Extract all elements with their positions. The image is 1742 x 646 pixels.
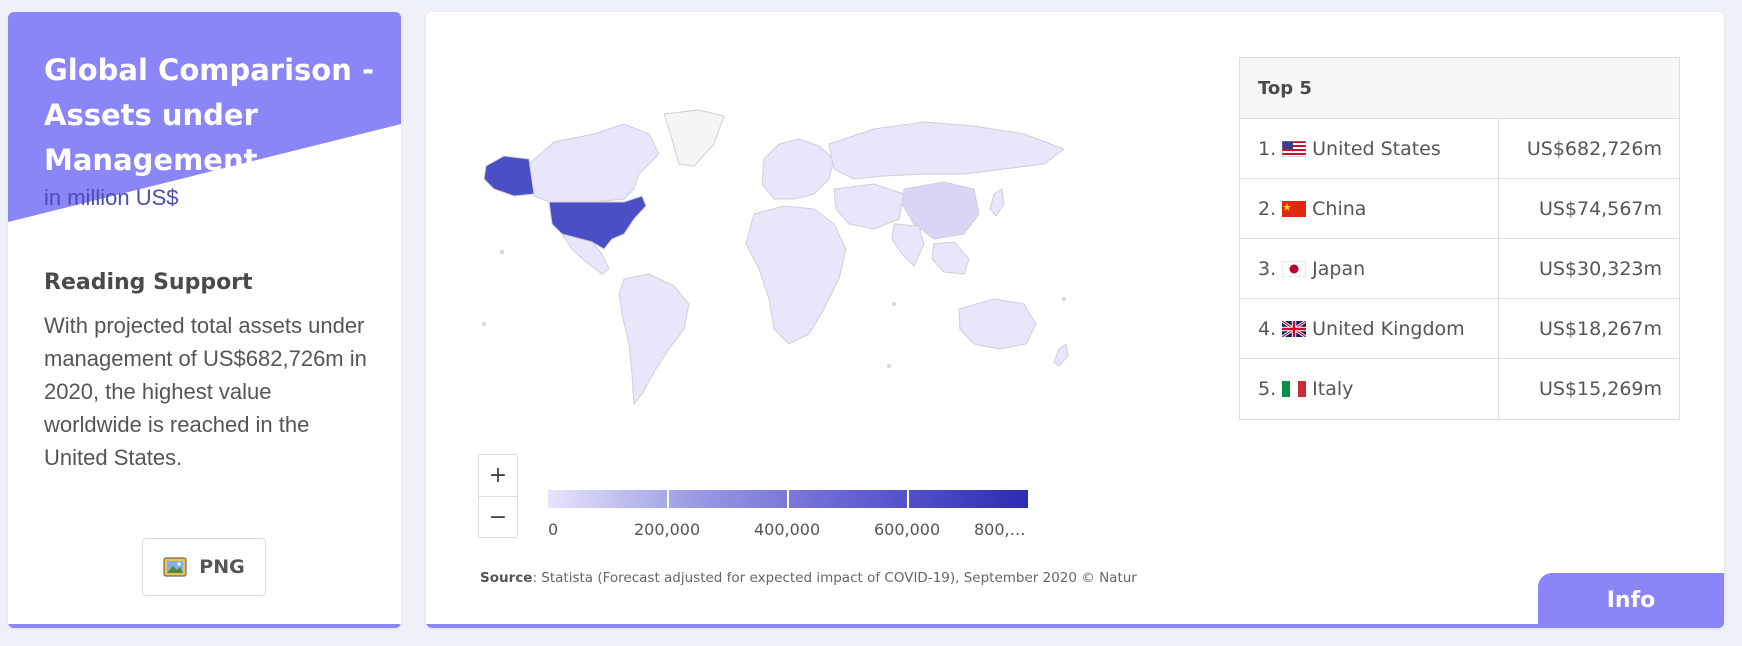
source-text: : Statista (Forecast adjusted for expect… bbox=[532, 570, 1137, 586]
country-cell: 2. China bbox=[1240, 179, 1499, 238]
header-background bbox=[8, 12, 401, 222]
alaska bbox=[483, 155, 535, 197]
greenland bbox=[663, 109, 725, 167]
map-zoom-controls: + − bbox=[478, 454, 518, 538]
country-name: Japan bbox=[1312, 257, 1366, 280]
legend-separator bbox=[787, 490, 789, 508]
table-row: 3. Japan US$30,323m bbox=[1240, 239, 1679, 299]
japan bbox=[989, 188, 1005, 217]
china bbox=[901, 181, 980, 240]
it-flag-icon bbox=[1282, 381, 1307, 397]
reading-support-title: Reading Support bbox=[44, 270, 253, 295]
png-download-button[interactable]: PNG bbox=[142, 538, 266, 596]
image-icon bbox=[163, 557, 187, 577]
mexico bbox=[560, 233, 610, 275]
legend-tick: 600,000 bbox=[874, 520, 941, 539]
country-cell: 3. Japan bbox=[1240, 239, 1499, 298]
europe bbox=[761, 138, 835, 200]
canada bbox=[528, 123, 660, 203]
legend-separator bbox=[907, 490, 909, 508]
value-cell: US$30,323m bbox=[1538, 257, 1662, 280]
rank: 4. bbox=[1258, 317, 1277, 340]
source-line: Source: Statista (Forecast adjusted for … bbox=[480, 570, 1137, 586]
value-cell: US$15,269m bbox=[1538, 378, 1662, 400]
reading-support-text: With projected total assets under manage… bbox=[44, 313, 367, 470]
india bbox=[891, 223, 925, 267]
middle-east bbox=[833, 183, 905, 230]
value-cell: US$18,267m bbox=[1538, 317, 1662, 340]
country-cell: 5. Italy bbox=[1240, 359, 1499, 419]
africa bbox=[745, 205, 847, 345]
png-button-label: PNG bbox=[199, 556, 245, 578]
uk-flag-icon bbox=[1282, 320, 1307, 337]
table-row: 1. United States US$682,726m bbox=[1240, 119, 1679, 179]
top5-header: Top 5 bbox=[1240, 58, 1679, 119]
legend-tick: 0 bbox=[548, 520, 559, 539]
world-map[interactable] bbox=[474, 104, 1094, 424]
rank: 2. bbox=[1258, 197, 1277, 220]
panel-subtitle: in million US$ bbox=[44, 185, 179, 210]
main-panel-accent-bar bbox=[426, 624, 1724, 628]
zoom-in-button[interactable]: + bbox=[479, 455, 517, 497]
left-panel: Global Comparison - Assets under Managem… bbox=[8, 12, 401, 628]
us-flag-icon bbox=[1282, 140, 1307, 157]
cn-flag-icon bbox=[1282, 200, 1307, 217]
zoom-out-button[interactable]: − bbox=[488, 505, 508, 530]
country-name: China bbox=[1312, 197, 1367, 220]
jp-flag-icon bbox=[1282, 260, 1307, 277]
rank: 3. bbox=[1258, 257, 1277, 280]
legend-tick: 800,… bbox=[974, 520, 1026, 539]
country-cell: 4. United Kingdom bbox=[1240, 299, 1499, 358]
russia bbox=[828, 121, 1066, 180]
table-row: 2. China US$74,567m bbox=[1240, 179, 1679, 239]
info-button[interactable]: Info bbox=[1538, 573, 1724, 628]
southeast-asia bbox=[931, 241, 970, 275]
table-row: 4. United Kingdom US$18,267m bbox=[1240, 299, 1679, 359]
map-legend: 0 200,000 400,000 600,000 800,… bbox=[548, 478, 1028, 539]
australia bbox=[958, 298, 1037, 350]
new-zealand bbox=[1053, 343, 1069, 367]
value-cell: US$74,567m bbox=[1538, 197, 1662, 220]
top5-table: Top 5 1. United States US$682,726m 2. bbox=[1239, 57, 1680, 420]
rank: 5. bbox=[1258, 378, 1277, 400]
left-panel-accent-bar bbox=[8, 624, 401, 628]
legend-tick: 200,000 bbox=[634, 520, 701, 539]
south-america bbox=[618, 273, 690, 406]
country-name: United Kingdom bbox=[1312, 317, 1465, 340]
country-name: Italy bbox=[1312, 378, 1354, 400]
value-cell: US$682,726m bbox=[1526, 137, 1662, 160]
table-row: 5. Italy US$15,269m bbox=[1240, 359, 1679, 419]
legend-tick: 400,000 bbox=[754, 520, 821, 539]
rank: 1. bbox=[1258, 137, 1277, 160]
country-name: United States bbox=[1312, 137, 1441, 160]
legend-separator bbox=[667, 490, 669, 508]
panel-title: Global Comparison - Assets under Managem… bbox=[44, 53, 374, 177]
main-panel: + − 0 200,000 400,000 600,000 800,… Sour… bbox=[426, 12, 1724, 628]
country-cell: 1. United States bbox=[1240, 119, 1499, 178]
united-states bbox=[548, 195, 647, 250]
source-label: Source bbox=[480, 570, 533, 586]
